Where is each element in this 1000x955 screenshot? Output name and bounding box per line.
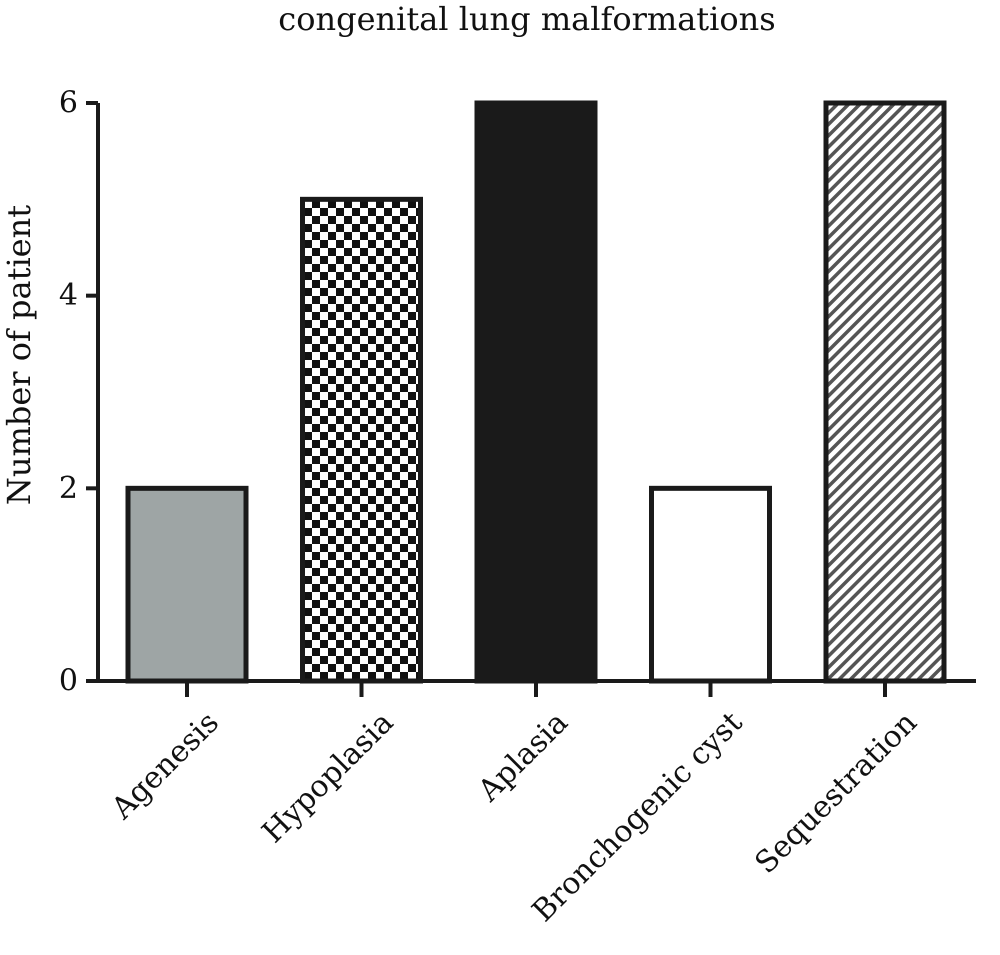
y-axis-label: Number of patient — [0, 205, 38, 505]
x-tick-label: Agenesis — [104, 705, 226, 827]
y-tick-label: 4 — [59, 278, 78, 313]
y-tick-label: 6 — [59, 86, 78, 121]
bar-hypoplasia — [300, 196, 423, 684]
x-tick-label: Sequestration — [748, 705, 924, 881]
bar-bronchogenic-cyst — [649, 485, 772, 684]
x-tick-label: Aplasia — [471, 705, 575, 809]
chart-title: congenital lung malformations — [278, 0, 775, 38]
bar-sequestration — [823, 100, 947, 684]
x-tick-label: Hypoplasia — [256, 705, 401, 850]
y-tick-label: 0 — [59, 664, 78, 699]
bar-aplasia — [474, 100, 598, 684]
y-tick-label: 2 — [59, 471, 78, 506]
y-ticks-group: 0 2 4 6 — [59, 86, 98, 699]
bar-agenesis — [125, 485, 249, 684]
bars-group — [125, 100, 947, 684]
